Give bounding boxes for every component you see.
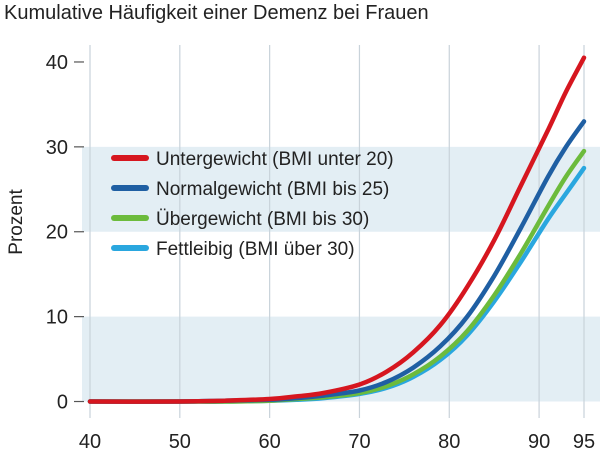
legend-label-0: Untergewicht (BMI unter 20) (156, 149, 394, 170)
x-tick-label: 70 (348, 431, 370, 450)
y-tick-label: 30 (46, 137, 68, 159)
x-tick-label: 60 (259, 431, 281, 450)
background-bands (82, 55, 600, 402)
legend-label-2: Übergewicht (BMI bis 30) (156, 209, 369, 230)
x-axis: 40 50 60 70 80 90 95 (79, 431, 595, 450)
chart-title: Kumulative Häufigkeit einer Demenz bei F… (4, 2, 429, 24)
series-line-0 (87, 55, 587, 404)
x-tick-label: 95 (573, 431, 595, 450)
y-tick-label: 40 (46, 52, 68, 74)
legend-label-1: Normalgewicht (BMI bis 25) (156, 179, 389, 200)
x-tick-label: 50 (169, 431, 191, 450)
grid-band-1 (82, 146, 600, 232)
y-tick-label: 20 (46, 222, 68, 244)
x-tick-label: 80 (438, 431, 460, 450)
y-axis: 0 10 20 30 40 (46, 52, 84, 414)
legend: Untergewicht (BMI unter 20) Normalgewicht… (111, 149, 394, 260)
grid-band-top (82, 55, 600, 147)
x-tick-label: 40 (79, 431, 101, 450)
y-axis-label: Prozent (6, 189, 27, 255)
legend-label-3: Fettleibig (BMI über 30) (156, 239, 355, 260)
x-tick-label: 90 (528, 431, 550, 450)
series-lines (87, 55, 587, 404)
y-tick-label: 10 (46, 307, 68, 329)
y-tick-label: 0 (57, 392, 68, 414)
